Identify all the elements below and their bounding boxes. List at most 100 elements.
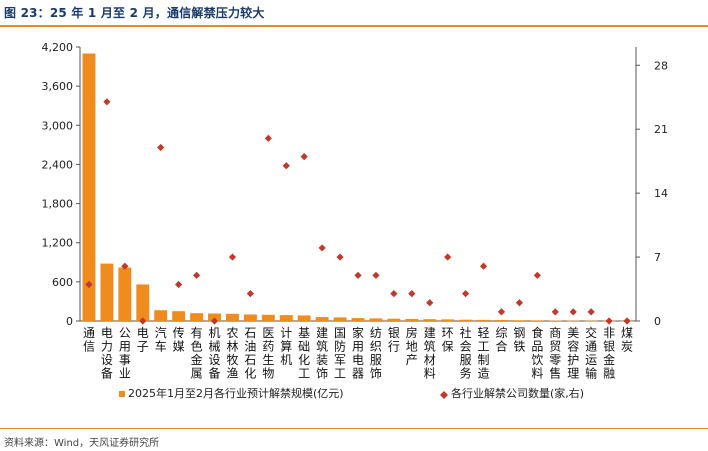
scatter-point (426, 299, 434, 307)
bar (369, 318, 383, 321)
legend-label-bar: 2025年1月至2月各行业预计解禁规模(亿元) (128, 386, 344, 400)
bar (190, 313, 204, 321)
y-left-tick-label: 1,800 (42, 198, 74, 211)
bar (261, 314, 275, 321)
legend-swatch-scatter (440, 391, 448, 399)
bar (441, 319, 455, 321)
category-label: 非银金融 (603, 326, 615, 381)
scatter-point (390, 290, 398, 298)
bar (154, 310, 168, 321)
scatter-point (497, 308, 506, 316)
scatter-point (605, 317, 613, 325)
scatter-point (246, 290, 254, 298)
y-right-tick-label: 21 (654, 123, 668, 136)
category-label: 房地产 (406, 325, 418, 367)
y-left-tick-label: 1,200 (42, 237, 74, 250)
category-label: 食品饮料 (531, 325, 543, 381)
bar (459, 319, 473, 321)
category-label: 钢铁 (513, 326, 525, 354)
bar (297, 315, 311, 321)
title-rule (0, 25, 708, 27)
category-label: 农林牧渔 (226, 326, 238, 381)
bar (315, 317, 329, 321)
source-rule (0, 428, 708, 429)
y-left-tick-label: 600 (52, 276, 73, 289)
category-label: 社会服务 (460, 325, 472, 381)
bar (118, 267, 132, 321)
scatter-point (479, 262, 488, 270)
bar (351, 318, 365, 321)
scatter-point (551, 308, 559, 316)
scatter-point (139, 317, 147, 325)
category-label: 商贸零售 (549, 325, 561, 381)
scatter-point (121, 262, 129, 270)
legend-swatch-bar (119, 391, 125, 397)
bar (136, 284, 150, 321)
scatter-point (587, 308, 595, 316)
category-label: 银行 (388, 326, 400, 354)
scatter-point (85, 280, 93, 289)
category-label: 传媒 (173, 325, 185, 354)
category-label: 综合 (495, 326, 507, 354)
bar (225, 313, 239, 321)
scatter-point (336, 253, 344, 261)
scatter-point (103, 98, 111, 106)
category-label: 公用事业 (119, 326, 131, 381)
y-left-tick-label: 3,600 (42, 80, 74, 93)
y-right-tick-label: 7 (654, 251, 661, 264)
bar (243, 314, 257, 321)
category-label: 建筑材料 (424, 326, 436, 381)
category-label: 煤炭 (621, 326, 633, 354)
scatter-point (533, 271, 541, 279)
bar (405, 318, 419, 321)
category-label: 医药生物 (262, 326, 274, 381)
category-label: 汽车 (155, 325, 167, 354)
category-label: 电子 (137, 326, 149, 354)
legend-label-scatter: 各行业解禁公司数量(家,右) (451, 386, 584, 400)
category-label: 基础化工 (298, 326, 310, 381)
category-label: 通信 (83, 326, 95, 354)
bar (584, 320, 598, 322)
bar (333, 317, 347, 321)
category-label: 纺织服饰 (370, 326, 382, 381)
scatter-point (192, 271, 201, 279)
category-label: 家用电器 (352, 325, 364, 381)
bar (208, 313, 221, 321)
scatter-point (210, 317, 219, 325)
scatter-point (462, 290, 470, 298)
category-label: 电力设备 (101, 326, 113, 381)
bar (512, 320, 526, 321)
scatter-point (372, 271, 380, 279)
scatter-point (282, 162, 290, 170)
category-label: 计算机 (280, 326, 292, 367)
scatter-point (515, 299, 524, 307)
bar (495, 320, 508, 321)
category-label: 国防军工 (334, 326, 346, 381)
category-label: 石油石化 (244, 326, 256, 381)
bar (423, 319, 437, 321)
scatter-point (623, 317, 631, 325)
category-label: 建筑装饰 (316, 326, 328, 381)
bar (82, 53, 96, 322)
scatter-point (300, 153, 308, 161)
y-right-tick-label: 28 (654, 59, 668, 72)
scatter-point (318, 244, 326, 252)
scatter-point (264, 134, 272, 142)
y-right-tick-label: 14 (654, 187, 668, 200)
category-label: 交通运输 (585, 325, 597, 381)
bar (387, 318, 401, 321)
source-note: 资料来源：Wind，天风证券研究所 (4, 438, 160, 449)
y-left-tick-label: 0 (66, 315, 73, 328)
scatter-point (175, 280, 183, 289)
bar (279, 315, 293, 321)
bar (548, 320, 562, 322)
bar (530, 320, 544, 321)
scatter-point (157, 143, 165, 152)
scatter-point (354, 271, 362, 279)
category-label: 美容护理 (567, 326, 579, 381)
y-left-tick-label: 2,400 (42, 158, 74, 171)
category-label: 机械设备 (209, 326, 221, 381)
y-left-tick-label: 3,000 (42, 119, 74, 132)
category-label: 有色金属 (191, 326, 203, 381)
